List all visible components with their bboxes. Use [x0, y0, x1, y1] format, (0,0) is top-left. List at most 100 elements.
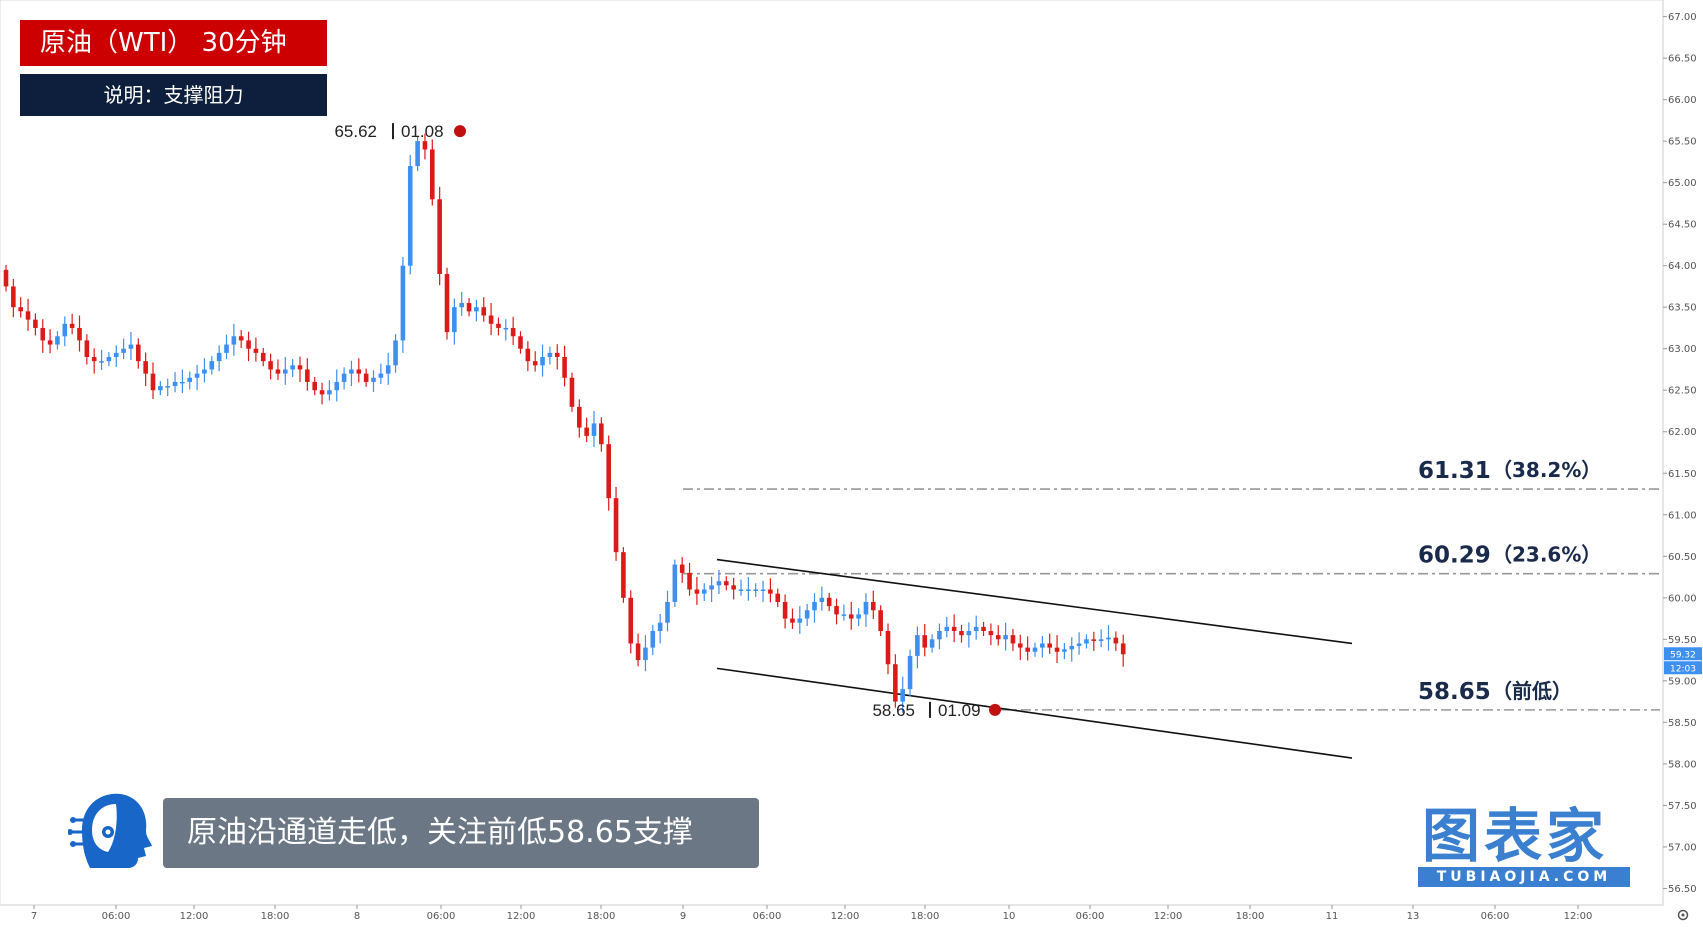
y-tick-label: 61.00 — [1668, 510, 1697, 521]
candle-body — [863, 601, 869, 615]
candle-body — [474, 307, 479, 312]
brand-logo: 图表家 TUBIAOJIA.COM — [1418, 805, 1638, 887]
candle-body — [628, 597, 634, 644]
candle-body — [444, 273, 450, 333]
candle-body — [929, 639, 935, 648]
x-tick-label: 06:00 — [102, 911, 131, 922]
candle-body — [1054, 647, 1060, 652]
candle-body — [496, 323, 501, 328]
y-tick-label: 65.00 — [1668, 178, 1697, 189]
x-tick-label: 06:00 — [427, 911, 456, 922]
candle-body — [591, 423, 597, 436]
candle-body — [554, 352, 560, 358]
candle-body — [305, 369, 310, 382]
level-value-label: 61.31 — [1418, 458, 1491, 484]
candle-body — [922, 635, 928, 648]
candle-body — [84, 340, 90, 358]
candle-body — [988, 631, 994, 636]
x-tick-label: 18:00 — [1236, 911, 1265, 922]
candle-body — [363, 373, 369, 382]
plot-area — [0, 0, 1664, 906]
y-axis: 67.00 66.50 66.00 65.50 65.00 64.50 64.00 63.50… — [1662, 0, 1697, 905]
high-time-label: 01.08 — [401, 122, 444, 141]
candle-body — [55, 336, 60, 345]
channel-upper-line — [716, 558, 1353, 645]
candle-body — [966, 631, 972, 636]
candle-body — [341, 373, 347, 382]
level-lines: 61.31 （38.2%） 60.29 （23.6%） 58.65 （前低） — [683, 458, 1660, 711]
candle-body — [569, 377, 575, 407]
candle-body — [760, 589, 766, 591]
candle-body — [224, 344, 229, 353]
candle-body — [547, 352, 553, 358]
y-tick-label: 66.50 — [1668, 54, 1697, 65]
candle-body — [716, 581, 722, 586]
candle-body — [1120, 643, 1126, 655]
candle-body — [694, 589, 700, 594]
candle-body — [525, 348, 531, 362]
candle-body — [746, 589, 751, 591]
settings-gear-icon[interactable] — [1677, 909, 1689, 921]
candle-body — [481, 307, 487, 316]
candle-body — [334, 381, 340, 391]
candle-body — [1047, 643, 1052, 648]
candle-body — [47, 340, 53, 345]
candle-body — [915, 635, 920, 656]
candle-body — [356, 369, 362, 374]
y-tick-label: 58.00 — [1668, 759, 1697, 770]
candle-body — [393, 340, 398, 366]
candle-body — [69, 323, 75, 328]
candle-body — [165, 386, 170, 388]
candle-body — [283, 369, 288, 374]
logo-mark: 图表家 — [1422, 802, 1609, 870]
candle-body — [885, 631, 891, 665]
candle-body — [106, 357, 112, 362]
x-axis: 7 06:00 12:00 18:00 8 06:00 12:00 18:00 9 06:00 12… — [0, 904, 1663, 922]
robot-avatar-icon — [68, 793, 152, 868]
candle-body — [260, 352, 266, 362]
candle-body — [540, 357, 545, 366]
candle-body — [253, 348, 259, 353]
x-tick-label: 18:00 — [911, 911, 940, 922]
y-tick-label: 64.50 — [1668, 220, 1697, 231]
candle-body — [937, 631, 942, 640]
candle-body — [606, 444, 611, 499]
candle-body — [1113, 637, 1119, 644]
candle-body — [768, 589, 773, 594]
candle-body — [848, 614, 854, 619]
candle-body — [18, 307, 23, 312]
candle-body — [613, 498, 619, 553]
candle-body — [510, 327, 516, 337]
high-marker — [454, 125, 466, 138]
y-tick-label: 66.00 — [1668, 95, 1697, 106]
candle-body — [1018, 643, 1023, 648]
y-tick-label: 60.50 — [1668, 552, 1697, 563]
y-tick-label: 65.50 — [1668, 137, 1697, 148]
candle-body — [657, 622, 663, 632]
candle-body — [804, 610, 810, 619]
level-value-label: 60.29 — [1418, 543, 1491, 569]
candle-body — [621, 552, 626, 598]
y-tick-label: 61.50 — [1668, 469, 1697, 480]
candle-body — [180, 381, 185, 384]
level-note-label: （38.2%） — [1492, 458, 1601, 482]
candle-body — [246, 340, 251, 349]
y-tick-label: 67.00 — [1668, 12, 1697, 23]
candle-body — [819, 597, 825, 602]
price-channel — [716, 558, 1353, 759]
candle-body — [33, 319, 38, 328]
y-tick-label: 63.50 — [1668, 303, 1697, 314]
candle-body — [635, 643, 641, 661]
candle-body — [194, 373, 200, 378]
x-tick-label: 8 — [354, 911, 360, 922]
candle-body — [136, 344, 141, 362]
candle-body — [378, 373, 384, 378]
candle-body — [77, 327, 82, 341]
candle-body — [488, 315, 494, 324]
low-price-label: 58.65 — [872, 701, 915, 720]
x-tick-label: 7 — [31, 911, 37, 922]
candle-body — [452, 307, 457, 333]
x-tick-label: 10 — [1003, 911, 1016, 922]
x-tick-label: 18:00 — [587, 911, 616, 922]
